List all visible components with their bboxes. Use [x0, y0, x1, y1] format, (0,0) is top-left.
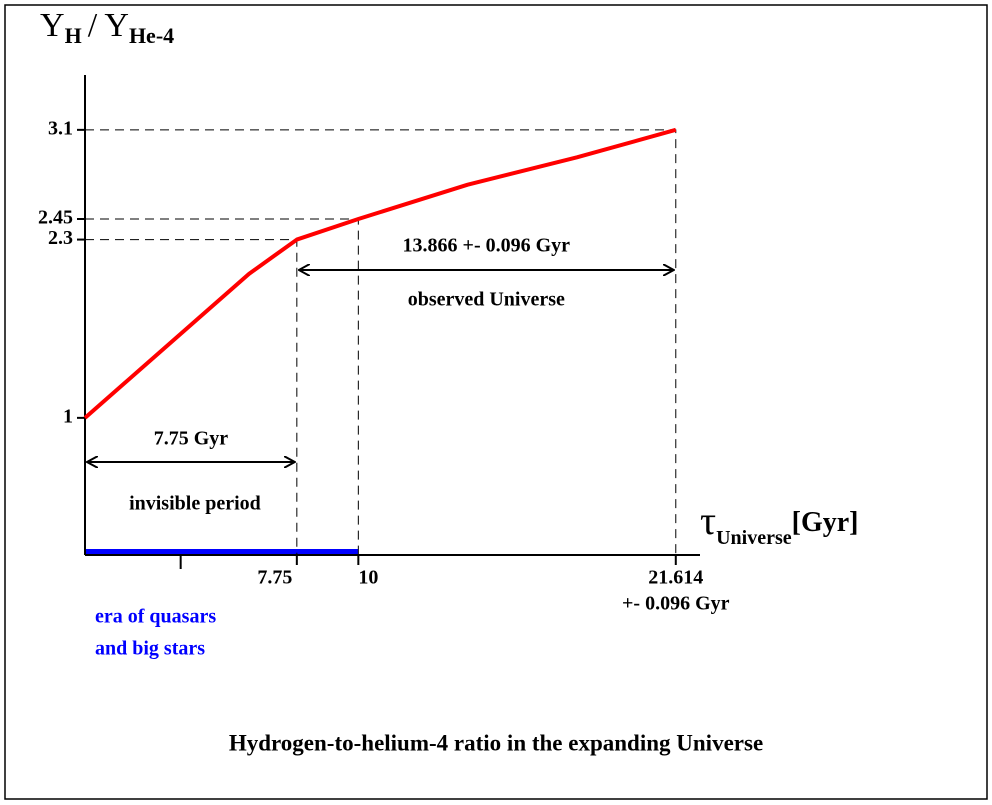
y-tick-label: 1	[63, 405, 73, 427]
y-axis-label: YH / YHe-4	[40, 7, 174, 48]
invisible-span-label: 7.75 Gyr	[154, 428, 229, 450]
observed-label: observed Universe	[408, 289, 565, 311]
x-tick-label: 21.614	[648, 567, 703, 589]
guide-line	[85, 129, 677, 555]
x-tick-label: 10	[358, 567, 378, 589]
chart-title: Hydrogen-to-helium-4 ratio in the expand…	[229, 730, 763, 755]
frame	[4, 4, 988, 800]
era-label: and big stars	[95, 638, 205, 660]
age-error: +- 0.096 Gyr	[622, 593, 730, 615]
x-tick-label: 7.75	[257, 567, 292, 589]
observed-span-label: 13.866 +- 0.096 Gyr	[403, 235, 571, 257]
y-tick-label: 3.1	[48, 117, 73, 139]
curve	[83, 127, 677, 420]
y-tick-label: 2.45	[38, 207, 73, 229]
x-axis-label: τUniverse[Gyr]	[700, 498, 858, 548]
invisible-label: invisible period	[129, 493, 261, 515]
era-label: era of quasars	[95, 606, 216, 628]
era-span	[85, 549, 359, 555]
y-tick-label: 2.3	[48, 227, 73, 249]
